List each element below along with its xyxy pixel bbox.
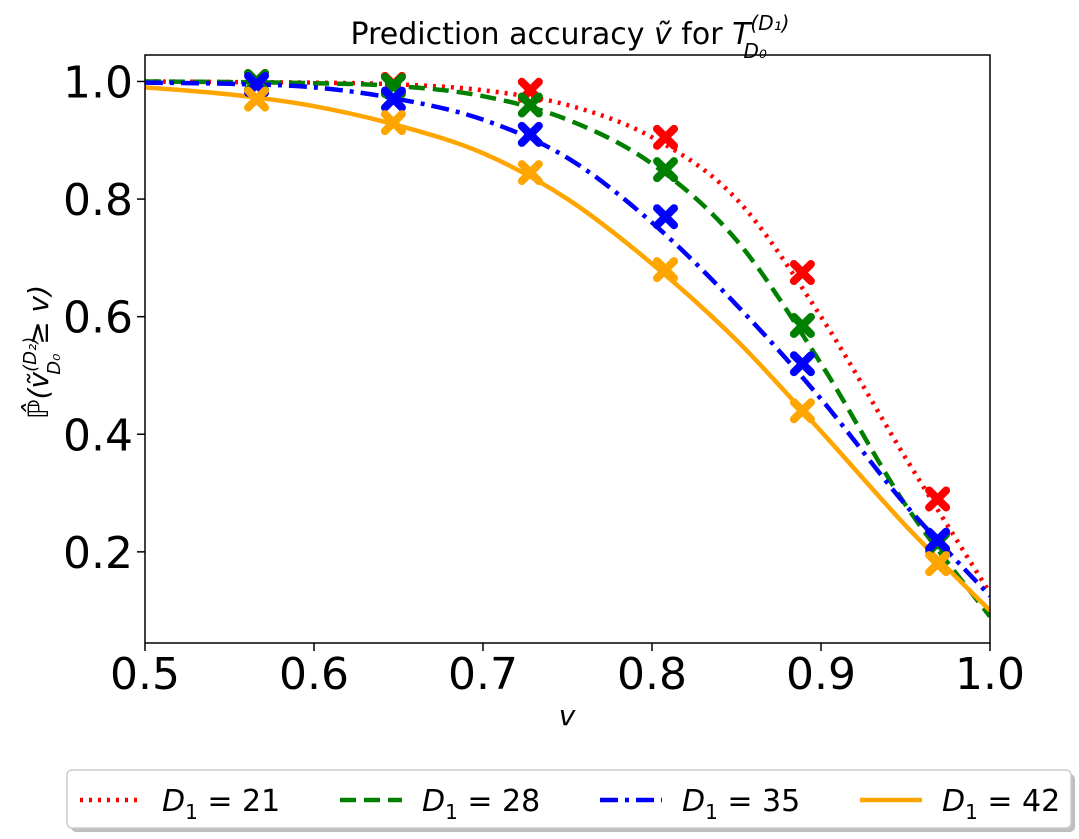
data-point-marker <box>517 121 543 147</box>
x-tick-label: 0.9 <box>786 649 856 700</box>
y-axis-label: ℙ̂(ṽ(D₂) D₀ ≥ v) <box>19 285 65 419</box>
y-tick-label: 0.4 <box>63 410 133 461</box>
data-point-marker <box>789 398 815 424</box>
y-axis-label-tail: ≥ v) <box>22 285 55 354</box>
legend-box <box>66 769 1072 829</box>
data-point-marker <box>517 160 543 186</box>
data-point-marker <box>789 312 815 338</box>
data-point-marker <box>653 157 679 183</box>
legend-label: D1 = 21 <box>162 784 280 824</box>
y-axis-label-sub: D₀ <box>44 354 65 375</box>
legend-item: D1 = 35 <box>600 784 800 824</box>
legend-label: D1 = 42 <box>942 784 1060 824</box>
x-tick-label: 0.6 <box>279 649 349 700</box>
y-tick-label: 0.2 <box>63 528 133 579</box>
data-point-marker <box>653 124 679 150</box>
chart-title-var: ṽ <box>654 17 673 52</box>
data-point-marker <box>789 260 815 286</box>
legend-label: D1 = 28 <box>422 784 540 824</box>
data-point-marker <box>653 257 679 283</box>
data-point-marker <box>925 486 951 512</box>
y-tick-label: 1.0 <box>63 57 133 108</box>
legend-item: D1 = 28 <box>340 784 540 824</box>
y-axis-label-sup: (D₂) <box>20 337 41 372</box>
series-line <box>145 79 990 618</box>
y-tick-label: 0.6 <box>63 293 133 344</box>
data-point-marker <box>380 110 406 136</box>
legend-items: D1 = 21 D1 = 28 D1 = 35 D1 = 42 <box>80 784 1060 824</box>
chart-title-sup: (D₁) <box>750 11 789 35</box>
y-tick-label: 0.8 <box>63 175 133 226</box>
y-axis-ticks: 0.2 0.4 0.6 0.8 1.0 <box>63 57 145 579</box>
data-point-marker <box>653 204 679 230</box>
legend-item: D1 = 42 <box>860 784 1060 824</box>
chart-title-for: for <box>672 17 732 52</box>
y-axis-label-text: ℙ̂(ṽ <box>19 371 55 419</box>
series-line <box>145 85 990 613</box>
data-point-marker <box>244 86 270 112</box>
series-layer <box>145 79 990 618</box>
series-line <box>145 80 990 598</box>
plot-frame <box>144 54 991 644</box>
data-point-marker <box>925 551 951 577</box>
x-tick-label: 0.7 <box>448 649 518 700</box>
legend: D1 = 21 D1 = 28 D1 = 35 D1 = 42 <box>66 769 1075 832</box>
data-point-marker <box>517 92 543 118</box>
data-point-marker <box>380 86 406 112</box>
chart-title-main: Prediction accuracy <box>351 17 654 52</box>
legend-label: D1 = 35 <box>682 784 800 824</box>
legend-item: D1 = 21 <box>80 784 280 824</box>
x-tick-label: 0.5 <box>110 649 180 700</box>
x-axis-label: v <box>559 699 576 732</box>
x-tick-label: 0.8 <box>617 649 687 700</box>
data-point-marker <box>925 527 951 553</box>
data-point-marker <box>789 351 815 377</box>
x-axis-ticks: 0.5 0.6 0.7 0.8 0.9 1.0 <box>110 643 1025 700</box>
marker-layer <box>244 68 951 577</box>
chart-title-T: T <box>732 17 753 52</box>
chart-title-sub: D₀ <box>743 39 766 63</box>
chart-title: Prediction accuracy ṽ for T(D₁) D₀ <box>351 11 790 63</box>
x-tick-label: 1.0 <box>955 649 1025 700</box>
series-line <box>145 79 990 595</box>
